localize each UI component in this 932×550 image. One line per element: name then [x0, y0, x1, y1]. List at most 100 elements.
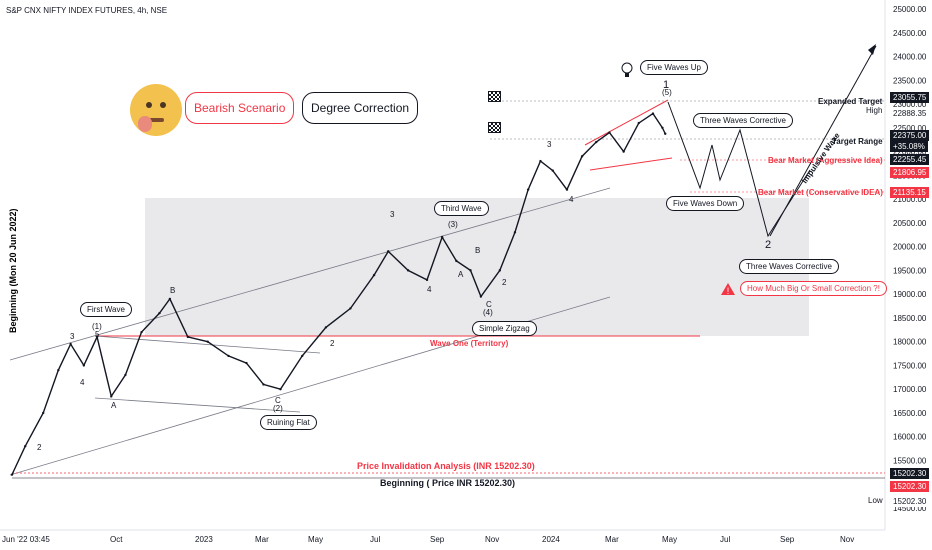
wave-label-c2: C	[486, 300, 492, 309]
expanded-target-label: Expanded Target	[818, 97, 883, 106]
target-range-label: Target Range	[832, 137, 883, 146]
wave-label-2-big: 2	[765, 239, 772, 251]
price-point	[372, 273, 376, 277]
x-tick-label: Oct	[110, 535, 123, 544]
lightbulb-icon	[621, 62, 633, 77]
y-tick-label: 21000.00	[893, 195, 927, 204]
price-point	[82, 364, 86, 367]
x-tick-label: 2024	[542, 535, 560, 544]
x-tick-label: Sep	[780, 535, 795, 544]
flat-lower-line	[94, 397, 301, 413]
x-tick-label: Jul	[720, 535, 730, 544]
price-point	[124, 373, 127, 377]
bear-conservative-label: Bear Market (Conservative IDEA)	[758, 188, 883, 197]
wave-label-2b: 2	[330, 339, 335, 348]
wave-label-p3: (3)	[448, 220, 458, 229]
bear-aggressive-label: Bear Market (Aggressive Idea)	[768, 156, 883, 165]
price-point	[425, 278, 429, 282]
wedge-upper-line	[584, 99, 669, 146]
y-tick-label: 17000.00	[893, 385, 927, 394]
price-point	[158, 311, 161, 315]
third-wave-box: Third Wave	[434, 201, 489, 216]
thinking-face-icon	[130, 84, 182, 136]
wave-label-p4: (4)	[483, 308, 493, 317]
price-point	[526, 188, 530, 191]
wave-label-3: 3	[70, 332, 75, 341]
price-point	[41, 411, 45, 415]
wave-label-p5: (5)	[662, 88, 672, 97]
wedge-lower-line	[589, 157, 673, 171]
wave-label-4b: 4	[427, 285, 432, 294]
y-tick-label: 25000.00	[893, 5, 927, 14]
channel-upper-line	[9, 187, 611, 361]
price-tag-change: +35.08%	[890, 141, 928, 152]
wave-label-3b: 3	[390, 210, 395, 219]
five-waves-down-box: Five Waves Down	[666, 196, 745, 211]
y-tick-label: 19000.00	[893, 290, 927, 299]
price-point	[262, 383, 265, 386]
wave-label-5: 5	[95, 330, 100, 339]
wave-label-a2: A	[458, 270, 464, 279]
y-tick-label: 16500.00	[893, 409, 927, 418]
price-point	[608, 131, 611, 134]
wave-label-b: B	[170, 286, 176, 295]
price-point	[622, 150, 625, 153]
price-point	[580, 155, 584, 158]
projection-path	[667, 101, 811, 238]
wave-one-label: Wave One (Territory)	[430, 339, 509, 348]
y-tick-label: 22500.00	[893, 124, 927, 133]
five-waves-up-box: Five Waves Up	[640, 60, 708, 75]
price-point	[110, 395, 113, 398]
wave-label-3c: 3	[547, 140, 552, 149]
x-tick-label: Jun '22 03:45	[2, 535, 50, 544]
price-point	[245, 361, 248, 365]
price-tag-current: 22375.00	[890, 130, 930, 141]
price-point	[406, 269, 410, 272]
x-tick-label: 2023	[195, 535, 213, 544]
price-point	[186, 335, 190, 339]
wave-label-p2: (2)	[273, 404, 283, 413]
price-point	[551, 169, 554, 172]
finish-flag-icon	[488, 122, 501, 133]
price-point	[227, 354, 230, 358]
three-waves-corrective-box-top: Three Waves Corrective	[693, 113, 793, 128]
flat-upper-line	[94, 335, 321, 354]
y-axis: 25000.00 24500.00 24000.00 23500.00 23000.00…	[884, 0, 927, 530]
invalidation-label: Price Invalidation Analysis (INR 15202.3…	[357, 461, 535, 471]
y-tick-label: 24500.00	[893, 29, 927, 38]
wave-label-2: 2	[37, 443, 42, 452]
price-point	[301, 354, 304, 358]
x-tick-label: May	[308, 535, 323, 544]
wave-label-4: 4	[80, 378, 85, 387]
y-tick-label: 23000.00	[893, 100, 927, 109]
low-label: Low	[868, 496, 883, 505]
wave-label-a: A	[111, 401, 117, 410]
degree-correction-box: Degree Correction	[302, 92, 419, 124]
y-tick-label: 16000.00	[893, 433, 927, 442]
price-point	[469, 269, 472, 272]
price-point	[324, 326, 328, 329]
x-axis: Jun '22 03:45 Oct 2023 Mar May Jul Sep Nov 2024 M…	[0, 529, 885, 544]
beginning-vertical-label: Beginning (Mon 20 Jun 2022)	[8, 208, 18, 333]
price-point	[24, 445, 27, 448]
price-point	[440, 235, 444, 239]
y-tick-label: 23500.00	[893, 76, 927, 85]
svg-text:!: !	[727, 286, 730, 296]
price-tag-invalidation: 15202.30	[890, 481, 930, 492]
y-tick-label: 18000.00	[893, 338, 927, 347]
price-point	[637, 121, 640, 125]
x-tick-label: Mar	[255, 535, 269, 544]
price-point	[513, 231, 517, 234]
price-point	[661, 126, 664, 130]
price-point	[57, 368, 60, 372]
price-point	[279, 387, 282, 391]
price-point	[349, 307, 352, 310]
wave-label-4c: 4	[569, 195, 574, 204]
y-tick-label: 20000.00	[893, 243, 927, 252]
x-tick-label: Sep	[430, 535, 445, 544]
warning-box: How Much Big Or Small Correction ?!	[740, 281, 887, 296]
price-tag-aggressive: 21806.95	[890, 167, 930, 178]
first-wave-box: First Wave	[80, 302, 132, 317]
y-tick-label: 14500.00	[893, 504, 927, 513]
